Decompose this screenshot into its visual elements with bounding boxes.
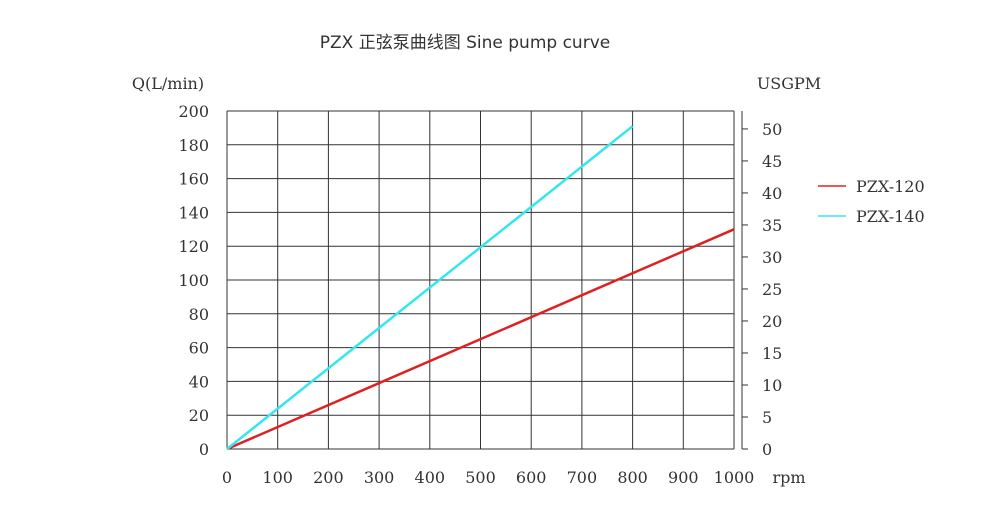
x-axis-unit: rpm (772, 468, 805, 487)
y-tick-label: 60 (189, 339, 209, 358)
y2-tick-label: 40 (762, 184, 782, 203)
y-tick-label: 100 (178, 271, 209, 290)
series-lines (226, 125, 735, 451)
y2-tick-label: 50 (762, 120, 782, 139)
y2-tick-label: 45 (762, 152, 782, 171)
y2-tick-label: 10 (762, 376, 782, 395)
y-tick-label: 20 (189, 406, 209, 425)
y-tick-label: 0 (199, 440, 209, 459)
y-axis-label: Q(L/min) (132, 74, 204, 93)
y-tick-label: 200 (178, 102, 209, 121)
y2-tick-label: 20 (762, 312, 782, 331)
x-tick-label: 800 (617, 468, 648, 487)
x-tick-label: 400 (415, 468, 446, 487)
y2-tick-label: 0 (762, 440, 772, 459)
y2-tick-label: 35 (762, 216, 782, 235)
legend-label: PZX-120 (856, 177, 925, 196)
y-tick-label: 120 (178, 237, 209, 256)
series-line-pzx-140 (226, 125, 634, 450)
y-tick-label: 180 (178, 136, 209, 155)
x-tick-label: 500 (465, 468, 496, 487)
tick-labels: 0 100 200 300 400 500 600 700 800 900 100002040608… (178, 102, 782, 487)
x-tick-label: 0 (222, 468, 232, 487)
legend: PZX-120 PZX-140 (818, 177, 925, 226)
x-tick-label: 1000 (714, 468, 755, 487)
y2-tick-label: 5 (762, 408, 772, 427)
y-tick-label: 160 (178, 170, 209, 189)
legend-label: PZX-140 (856, 207, 925, 226)
y2-tick-label: 30 (762, 248, 782, 267)
y2-axis (741, 111, 748, 450)
y2-tick-label: 25 (762, 280, 782, 299)
x-tick-label: 600 (516, 468, 547, 487)
y-tick-label: 40 (189, 372, 209, 391)
x-tick-label: 300 (364, 468, 395, 487)
x-tick-label: 900 (668, 468, 699, 487)
series-line-pzx-120 (226, 228, 735, 451)
x-tick-label: 700 (567, 468, 598, 487)
grid (226, 110, 735, 450)
y2-axis-label: USGPM (757, 74, 821, 93)
chart-title: PZX 正弦泵曲线图 Sine pump curve (320, 33, 610, 53)
x-tick-label: 100 (262, 468, 293, 487)
y2-tick-label: 15 (762, 344, 782, 363)
y-tick-label: 80 (189, 305, 209, 324)
y-tick-label: 140 (178, 203, 209, 222)
x-tick-label: 200 (313, 468, 344, 487)
